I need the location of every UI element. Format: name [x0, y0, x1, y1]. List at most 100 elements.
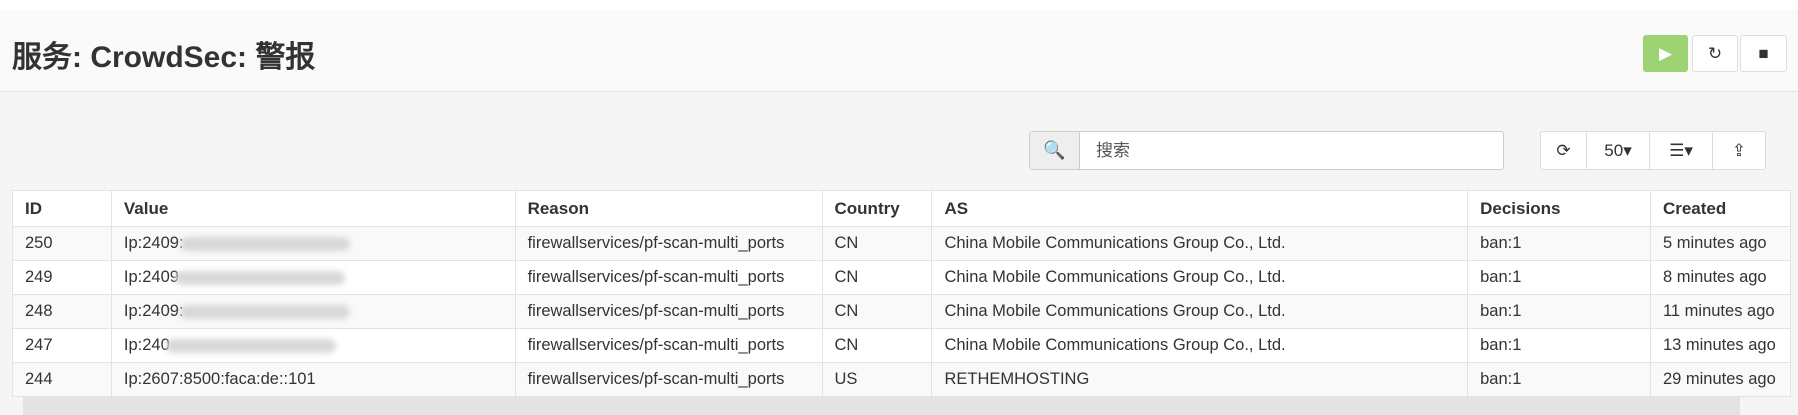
cell-decisions: ban:1 — [1467, 260, 1651, 295]
reason-text: firewallservices/pf-scan-multi_ports — [527, 336, 785, 354]
cell-id: 250 — [12, 226, 112, 261]
reason-text: firewallservices/pf-scan-multi_ports — [527, 234, 785, 252]
cell-reason: firewallservices/pf-scan-multi_ports — [514, 362, 823, 397]
column-header-as[interactable]: AS — [931, 190, 1469, 227]
decisions-text: ban:1 — [1480, 302, 1522, 320]
table-header-row: ID Value Reason Country AS Decisions Cre… — [12, 190, 1792, 227]
decisions-text: ban:1 — [1480, 336, 1522, 354]
as-text: China Mobile Communications Group Co., L… — [944, 268, 1286, 286]
stop-service-button[interactable]: ■ — [1740, 35, 1787, 72]
country-text: CN — [834, 268, 859, 286]
column-header-decisions[interactable]: Decisions — [1467, 190, 1651, 227]
redacted-blur — [179, 304, 350, 319]
column-header-created[interactable]: Created — [1649, 190, 1792, 227]
cell-created: 11 minutes ago — [1649, 294, 1792, 329]
redacted-blur — [174, 270, 345, 285]
decisions-text: ban:1 — [1480, 268, 1522, 286]
value-text: Ip:2409 — [123, 268, 179, 286]
value-text: Ip:240 — [123, 336, 170, 354]
cell-decisions: ban:1 — [1467, 328, 1651, 363]
column-header-country[interactable]: Country — [821, 190, 933, 227]
search-icon: 🔍 — [1030, 132, 1080, 169]
restart-service-button[interactable]: ↻ — [1692, 35, 1738, 72]
stop-icon: ■ — [1758, 43, 1769, 63]
cell-as: China Mobile Communications Group Co., L… — [931, 328, 1469, 363]
created-text: 5 minutes ago — [1662, 234, 1767, 252]
value-text: Ip:2607:8500:faca:de::101 — [123, 370, 316, 388]
as-text: China Mobile Communications Group Co., L… — [944, 336, 1286, 354]
cell-id: 247 — [12, 328, 112, 363]
cell-country: CN — [821, 294, 933, 329]
table-row[interactable]: 244 Ip:2607:8500:faca:de::101 firewallserv… — [12, 362, 1792, 397]
page-title: 服务: CrowdSec: 警报 — [12, 41, 316, 74]
created-text: 13 minutes ago — [1662, 336, 1776, 354]
cell-country: CN — [821, 226, 933, 261]
top-strip — [0, 0, 1798, 10]
cell-id: 248 — [12, 294, 112, 329]
page-header: 服务: CrowdSec: 警报 — [0, 10, 1798, 92]
country-text: US — [834, 370, 858, 388]
id-text: 244 — [25, 370, 53, 388]
table-row[interactable]: 248 Ip:2409: firewallservices/pf-scan-mult… — [12, 294, 1792, 329]
play-icon: ▶ — [1658, 43, 1673, 63]
reason-text: firewallservices/pf-scan-multi_ports — [527, 370, 785, 388]
start-service-button[interactable]: ▶ — [1643, 35, 1688, 72]
cell-country: US — [821, 362, 933, 397]
search-glyph: 🔍 — [1043, 140, 1066, 160]
as-text: RETHEMHOSTING — [944, 370, 1090, 388]
decisions-text: ban:1 — [1480, 234, 1522, 252]
value-text: Ip:2409: — [123, 302, 184, 320]
country-text: CN — [834, 302, 859, 320]
page-size-value: 50 — [1604, 140, 1624, 160]
column-header-value[interactable]: Value — [110, 190, 516, 227]
table-row[interactable]: 247 Ip:240 firewallservices/pf-scan-multi_… — [12, 328, 1792, 363]
table-row[interactable]: 249 Ip:2409 firewallservices/pf-scan-multi… — [12, 260, 1792, 295]
cell-id: 249 — [12, 260, 112, 295]
cell-country: CN — [821, 328, 933, 363]
id-text: 247 — [25, 336, 53, 354]
cell-created: 8 minutes ago — [1649, 260, 1792, 295]
cell-as: RETHEMHOSTING — [931, 362, 1469, 397]
table-row[interactable]: 250 Ip:2409: firewallservices/pf-scan-mult… — [12, 226, 1792, 261]
restart-icon: ↻ — [1707, 43, 1723, 63]
search-input[interactable] — [1080, 132, 1503, 169]
caret-down-icon: ▾ — [1623, 140, 1632, 160]
cell-value: Ip:2607:8500:faca:de::101 — [110, 362, 516, 397]
cell-reason: firewallservices/pf-scan-multi_ports — [514, 260, 823, 295]
refresh-button[interactable]: ⟳ — [1541, 132, 1587, 169]
cell-created: 13 minutes ago — [1649, 328, 1792, 363]
search-box: 🔍 — [1029, 131, 1504, 170]
id-text: 250 — [25, 234, 53, 252]
country-text: CN — [834, 336, 859, 354]
country-text: CN — [834, 234, 859, 252]
cell-as: China Mobile Communications Group Co., L… — [931, 226, 1469, 261]
redacted-blur — [179, 236, 350, 251]
cell-id: 244 — [12, 362, 112, 397]
as-text: China Mobile Communications Group Co., L… — [944, 234, 1286, 252]
horizontal-scrollbar[interactable] — [23, 397, 1740, 415]
cell-value: Ip:240 — [110, 328, 516, 363]
column-header-reason[interactable]: Reason — [514, 190, 823, 227]
page-size-dropdown[interactable]: 50 ▾ — [1587, 132, 1650, 169]
created-text: 11 minutes ago — [1662, 302, 1775, 320]
cell-as: China Mobile Communications Group Co., L… — [931, 260, 1469, 295]
cell-reason: firewallservices/pf-scan-multi_ports — [514, 328, 823, 363]
created-text: 8 minutes ago — [1662, 268, 1767, 286]
cell-value: Ip:2409: — [110, 226, 516, 261]
redacted-blur — [165, 338, 336, 353]
value-text: Ip:2409: — [123, 234, 184, 252]
list-icon: ☰ — [1669, 140, 1685, 160]
table-toolbar: ⟳ 50 ▾ ☰ ▾ ⇪ — [1540, 131, 1766, 170]
export-button[interactable]: ⇪ — [1713, 132, 1765, 169]
cell-reason: firewallservices/pf-scan-multi_ports — [514, 226, 823, 261]
decisions-text: ban:1 — [1480, 370, 1522, 388]
cell-created: 29 minutes ago — [1649, 362, 1792, 397]
id-text: 248 — [25, 302, 53, 320]
column-header-id[interactable]: ID — [12, 190, 112, 227]
created-text: 29 minutes ago — [1662, 370, 1776, 388]
columns-dropdown[interactable]: ☰ ▾ — [1650, 132, 1713, 169]
cell-created: 5 minutes ago — [1649, 226, 1792, 261]
id-text: 249 — [25, 268, 53, 286]
as-text: China Mobile Communications Group Co., L… — [944, 302, 1286, 320]
export-icon: ⇪ — [1731, 140, 1747, 160]
